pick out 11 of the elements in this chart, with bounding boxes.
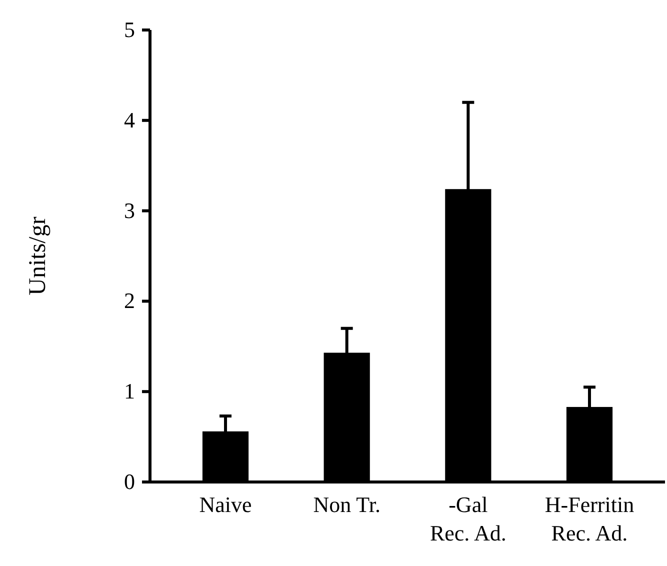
y-tick-label: 1 bbox=[124, 378, 135, 404]
y-tick-label: 0 bbox=[124, 469, 135, 494]
x-tick-label: Naive bbox=[199, 492, 252, 517]
y-tick-label: 2 bbox=[124, 288, 135, 314]
x-tick-label: -Gal Rec. Ad. bbox=[430, 492, 506, 546]
x-tick-label: Non Tr. bbox=[313, 492, 380, 517]
y-axis-title: Units/gr bbox=[25, 216, 51, 296]
x-tick-label: H-Ferritin Rec. Ad. bbox=[544, 492, 634, 546]
y-tick-label: 4 bbox=[124, 107, 135, 132]
y-tick-label: 3 bbox=[124, 198, 135, 223]
y-tick-label: 5 bbox=[124, 17, 135, 42]
